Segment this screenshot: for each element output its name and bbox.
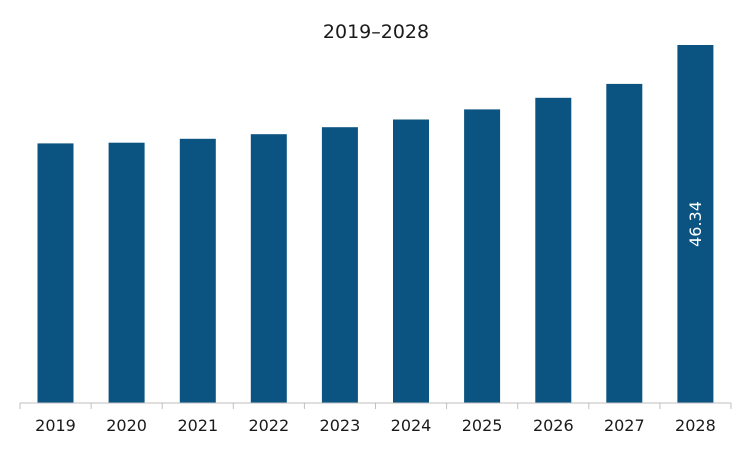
bar-2026 xyxy=(535,97,572,404)
x-axis-labels: 2019 2020 2021 2022 2023 2024 2025 2026 2027 2028 xyxy=(35,416,716,435)
bar-2021 xyxy=(179,138,216,404)
x-tick-label-2021: 2021 xyxy=(177,416,218,435)
bar-2023 xyxy=(321,127,358,403)
x-tick-label-2026: 2026 xyxy=(533,416,574,435)
x-tick-label-2024: 2024 xyxy=(391,416,432,435)
bars-group xyxy=(37,45,714,404)
x-tick-label-2027: 2027 xyxy=(604,416,645,435)
chart-title: 2019–2028 xyxy=(323,21,429,43)
x-tick-label-2025: 2025 xyxy=(462,416,503,435)
bar-2019 xyxy=(37,143,74,403)
bar-2028 xyxy=(677,45,714,403)
bar-2027 xyxy=(606,83,643,404)
data-label-2028: 46.34 xyxy=(686,201,705,247)
x-tick-label-2020: 2020 xyxy=(106,416,147,435)
x-tick-label-2028: 2028 xyxy=(675,416,716,435)
x-tick-label-2022: 2022 xyxy=(248,416,289,435)
bar-2020 xyxy=(108,142,145,403)
data-labels: 46.34 xyxy=(686,201,705,247)
bar-2022 xyxy=(250,134,287,403)
bar-2025 xyxy=(464,109,501,404)
x-tick-label-2019: 2019 xyxy=(35,416,76,435)
x-axis-ticks xyxy=(19,403,732,409)
bar-2024 xyxy=(393,119,429,403)
x-tick-label-2023: 2023 xyxy=(320,416,361,435)
